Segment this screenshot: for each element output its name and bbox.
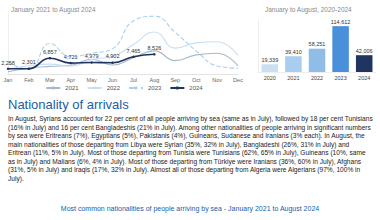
svg-text:2021: 2021 [287, 75, 299, 81]
svg-text:2024: 2024 [358, 75, 370, 81]
svg-text:4,721: 4,721 [64, 54, 78, 60]
svg-text:2022: 2022 [107, 85, 121, 91]
svg-text:2,301: 2,301 [22, 59, 36, 65]
svg-text:Apr: Apr [66, 77, 75, 83]
svg-text:Jul: Jul [130, 77, 137, 83]
svg-text:2023: 2023 [148, 85, 162, 91]
svg-text:Sep: Sep [170, 77, 180, 83]
svg-text:2022: 2022 [311, 75, 323, 81]
svg-text:May: May [86, 77, 97, 83]
svg-text:2020: 2020 [264, 75, 276, 81]
svg-text:114,612: 114,612 [331, 19, 350, 25]
svg-text:Aug: Aug [149, 77, 159, 83]
svg-text:2023: 2023 [334, 75, 346, 81]
svg-text:Nov: Nov [212, 77, 222, 83]
svg-text:Feb: Feb [24, 77, 33, 83]
svg-text:2,258: 2,258 [1, 60, 15, 66]
svg-text:19,339: 19,339 [261, 57, 278, 63]
svg-text:Dec: Dec [233, 77, 243, 83]
svg-text:Oct: Oct [192, 77, 201, 83]
svg-text:58,251: 58,251 [309, 41, 326, 47]
html-text:Nationality of arrivals: Nationality of arrivals [8, 97, 129, 112]
svg-text:2021: 2021 [65, 85, 79, 91]
svg-text:January 2021 to August 2024: January 2021 to August 2024 [11, 6, 96, 14]
svg-text:6,857: 6,857 [43, 49, 57, 55]
svg-text:4,902: 4,902 [106, 53, 120, 59]
svg-text:4,979: 4,979 [85, 53, 99, 59]
svg-text:Jun: Jun [108, 77, 117, 83]
svg-text:2024: 2024 [189, 85, 203, 91]
svg-text:Mar: Mar [45, 77, 55, 83]
svg-text:Jan: Jan [4, 77, 13, 83]
html-text:In August, Syrians accounted f: In August, Syrians accounted for 22 per … [8, 115, 373, 182]
svg-text:39,410: 39,410 [285, 49, 302, 55]
svg-text:7,465: 7,465 [127, 48, 141, 54]
svg-text:8,526: 8,526 [147, 45, 161, 51]
svg-text:January to August, 2020-2024: January to August, 2020-2024 [265, 6, 352, 14]
svg-text:42,006: 42,006 [356, 48, 373, 54]
html-text:Most common nationalities of p: Most common nationalities of people arri… [60, 205, 320, 212]
